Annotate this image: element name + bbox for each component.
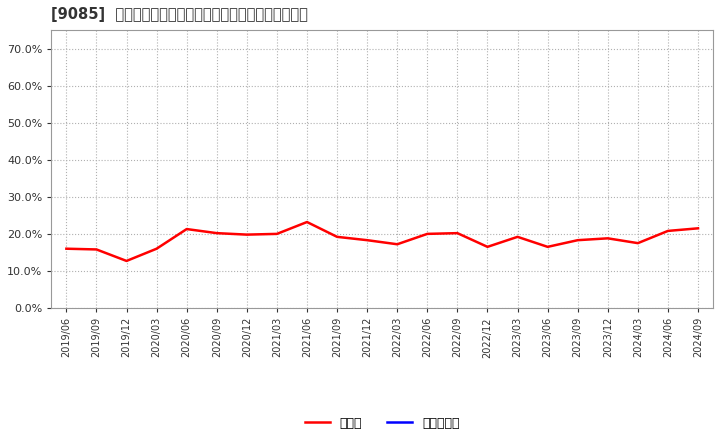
現預金 xyxy=(664,228,672,234)
現預金 xyxy=(153,246,161,251)
現預金 xyxy=(693,226,702,231)
Text: [9085]  現預金、有利子負債の総資産に対する比率の推移: [9085] 現預金、有利子負債の総資産に対する比率の推移 xyxy=(51,7,308,22)
現預金 xyxy=(182,227,191,232)
現預金 xyxy=(62,246,71,251)
現預金 xyxy=(122,258,131,264)
現預金 xyxy=(603,236,612,241)
現預金 xyxy=(453,231,462,236)
現預金 xyxy=(243,232,251,237)
現預金 xyxy=(333,234,341,239)
Legend: 現預金, 有利子負債: 現預金, 有利子負債 xyxy=(300,411,464,435)
現預金 xyxy=(273,231,282,237)
現預金 xyxy=(634,241,642,246)
現預金 xyxy=(483,244,492,249)
現預金 xyxy=(513,234,522,239)
Line: 現預金: 現預金 xyxy=(66,222,698,261)
現預金 xyxy=(363,238,372,243)
現預金 xyxy=(423,231,431,237)
現預金 xyxy=(212,231,221,236)
現預金 xyxy=(573,238,582,243)
現預金 xyxy=(544,244,552,249)
現預金 xyxy=(302,220,311,225)
現預金 xyxy=(393,242,402,247)
現預金 xyxy=(92,247,101,252)
